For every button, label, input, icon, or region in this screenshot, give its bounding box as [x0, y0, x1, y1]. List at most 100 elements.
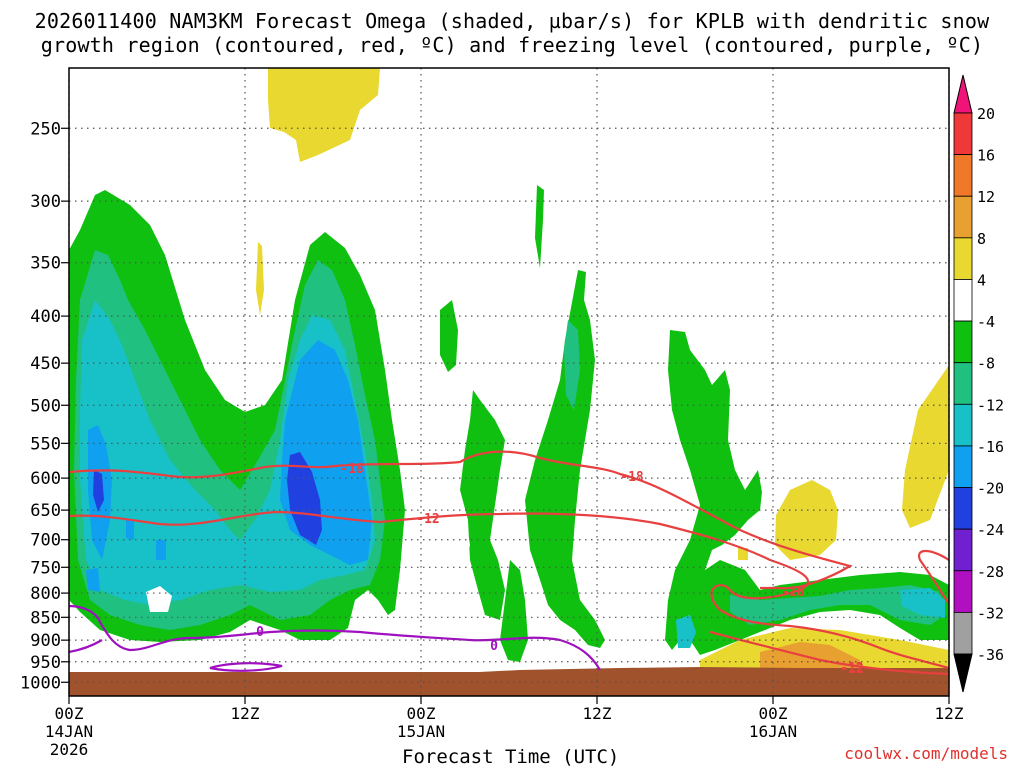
- y-axis: 250 300 350 400 450 500 550 600 650 700 750 800 850 9…: [20, 119, 69, 693]
- colorbar-label: -20: [977, 480, 1004, 498]
- x-tick-label: 00Z: [407, 704, 436, 723]
- y-tick-label: 600: [30, 469, 61, 489]
- colorbar-band: [953, 362, 973, 405]
- blue-dark-small: [93, 470, 104, 512]
- colorbar-band: [953, 528, 973, 572]
- x-tick-label: 00Z: [55, 704, 84, 723]
- teal-mid-patch: [564, 320, 580, 410]
- contour-minus18: [69, 450, 949, 605]
- colorbar-band: [953, 487, 973, 530]
- terrain-bump: [420, 667, 949, 680]
- credit-link[interactable]: coolwx.com/models: [844, 744, 1008, 763]
- yellow-thin-patch: [256, 242, 264, 315]
- blue-light-small-c: [86, 568, 100, 592]
- y-tick-label: 250: [30, 119, 61, 139]
- yellow-right-edge-patch: [902, 365, 949, 528]
- cyan-right-patch: [900, 588, 945, 618]
- colorbar-label: -28: [977, 563, 1004, 581]
- x-tick-label: 12Z: [583, 704, 612, 723]
- svg-text:-12: -12: [416, 512, 439, 527]
- blue-dark-region: [287, 452, 322, 545]
- contour-label: 0: [490, 639, 498, 654]
- blue-light-small-b: [156, 540, 166, 560]
- green-column-d: [525, 270, 605, 648]
- blue-light-small-a: [126, 518, 134, 540]
- x-tick-date: 14JAN: [45, 722, 93, 741]
- colorbar-band: [953, 112, 973, 156]
- shaded-field: [69, 68, 949, 696]
- svg-text:-18: -18: [781, 585, 805, 600]
- contour-label: -12: [840, 662, 863, 677]
- x-tick-label: 12Z: [935, 704, 964, 723]
- green-column-e: [500, 560, 528, 662]
- x-tick-label: 00Z: [759, 704, 788, 723]
- x-tick-label: 12Z: [231, 704, 260, 723]
- x-tick-date: 15JAN: [397, 722, 445, 741]
- colorbar-band: [953, 570, 973, 613]
- y-tick-label: 900: [30, 631, 61, 651]
- y-tick-label: 800: [30, 584, 61, 604]
- y-tick-label: 450: [30, 354, 61, 374]
- colorbar-band: [953, 154, 973, 197]
- yellow-small-dot: [738, 548, 748, 560]
- colorbar-label: -36: [977, 646, 1004, 664]
- chart-title-line-1: 2026011400 NAM3KM Forecast Omega (shaded…: [34, 9, 990, 33]
- green-right-speck: [720, 488, 732, 508]
- plot-border: [68, 67, 950, 697]
- colorbar-band: [953, 195, 973, 239]
- y-tick-label: 550: [30, 434, 61, 454]
- yellow-upper-patch: [268, 68, 380, 162]
- svg-text:0: 0: [256, 625, 264, 640]
- y-tick-label: 1000: [20, 673, 61, 693]
- colorbar-band: [953, 279, 973, 322]
- y-tick-label: 350: [30, 254, 61, 274]
- colorbar-label: 20: [977, 105, 995, 123]
- colorbar-label: 16: [977, 147, 995, 165]
- contour-freezing-0: [69, 604, 601, 671]
- svg-text:-12: -12: [840, 662, 863, 677]
- colorbar-label: 8: [977, 230, 986, 248]
- x-tick-date: 16JAN: [749, 722, 797, 741]
- x-axis-label: Forecast Time (UTC): [402, 746, 620, 768]
- colorbar-label: -32: [977, 604, 1004, 622]
- teal-right-patch: [730, 585, 945, 625]
- svg-text:-12: -12: [840, 661, 863, 676]
- svg-text:0: 0: [490, 639, 498, 654]
- y-tick-label: 700: [30, 531, 61, 551]
- colorbar-bottom-arrow: [953, 653, 973, 693]
- colorbar-label: -12: [977, 396, 1004, 414]
- colorbar-label: -8: [977, 355, 995, 373]
- contour-label: -18: [340, 462, 364, 477]
- yellow-center-right-patch: [775, 480, 838, 560]
- white-hole-b: [402, 515, 470, 640]
- colorbar-band: [953, 403, 973, 447]
- contour-label: 0: [256, 625, 264, 640]
- contour-freezing-0-left: [69, 639, 103, 654]
- y-tick-label: 950: [30, 653, 61, 673]
- y-tick-label: 650: [30, 501, 61, 521]
- contour-label: -12: [416, 512, 439, 527]
- y-tick-label: 400: [30, 307, 61, 327]
- colorbar-band: [953, 237, 973, 280]
- svg-text:-18: -18: [620, 470, 644, 485]
- colorbar-band: [953, 611, 973, 655]
- contour-minus12: [69, 510, 949, 670]
- x-tick-year: 2026: [50, 740, 89, 759]
- contour-label: -18: [781, 585, 805, 600]
- colorbar-label: -24: [977, 521, 1004, 539]
- contour-label: -12: [840, 661, 863, 676]
- colorbar-label: -16: [977, 438, 1004, 456]
- y-tick-label: 300: [30, 192, 61, 212]
- chart-title-line-2: growth region (contoured, red, ºC) and f…: [40, 33, 984, 57]
- green-column-a: [440, 300, 458, 372]
- green-column-b: [460, 390, 505, 620]
- contour-label: -18: [620, 470, 644, 485]
- y-tick-label: 750: [30, 558, 61, 578]
- y-tick-label: 500: [30, 396, 61, 416]
- colorbar-band: [953, 445, 973, 488]
- colorbar-band: [953, 320, 973, 364]
- y-tick-label: 850: [30, 608, 61, 628]
